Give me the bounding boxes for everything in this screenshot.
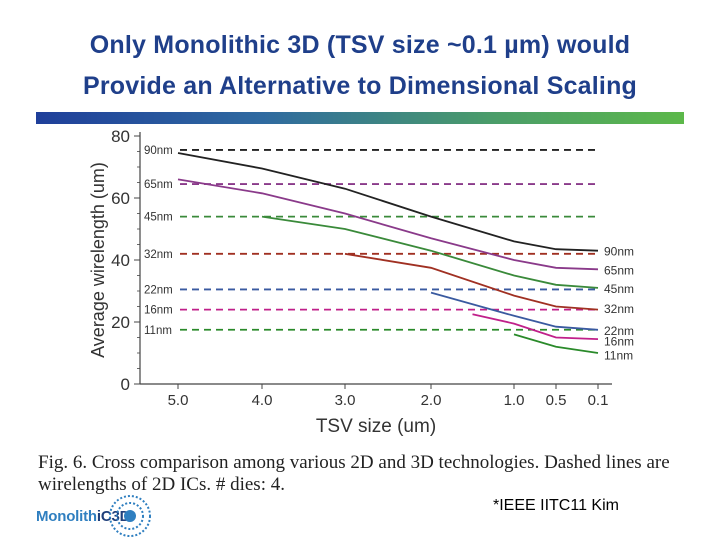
series-line-16nm bbox=[472, 313, 599, 340]
dashed-label-65nm: 65nm bbox=[144, 179, 173, 191]
series-line-32nm bbox=[344, 252, 599, 311]
x-tick-label: 3.0 bbox=[335, 392, 356, 409]
x-tick-label: 5.0 bbox=[168, 392, 189, 409]
x-tick-label: 2.0 bbox=[421, 392, 442, 409]
y-tick-label: 0 bbox=[121, 375, 130, 394]
dashed-label-45nm: 45nm bbox=[144, 212, 173, 224]
series-label-11nm: 11nm bbox=[604, 349, 633, 363]
title-line-2: Provide an Alternative to Dimensional Sc… bbox=[82, 72, 638, 100]
series-label-45nm: 45nm bbox=[604, 282, 634, 296]
x-tick-label: 0.1 bbox=[588, 392, 609, 409]
series-label-32nm: 32nm bbox=[604, 302, 634, 316]
series-line-11nm bbox=[513, 333, 599, 354]
figure-caption: Fig. 6. Cross comparison among various 2… bbox=[38, 452, 670, 495]
y-tick-label: 40 bbox=[111, 251, 130, 270]
dashed-label-32nm: 32nm bbox=[144, 249, 173, 261]
logo-text: MonolithiC3D bbox=[36, 508, 130, 525]
series-line-45nm bbox=[261, 215, 599, 289]
globe-icon bbox=[109, 495, 151, 537]
logo-text-b: iC3D bbox=[96, 508, 131, 525]
series-label-22nm: 22nm bbox=[604, 324, 634, 338]
gradient-divider bbox=[36, 112, 684, 124]
y-tick-label: 20 bbox=[111, 313, 130, 332]
y-tick-label: 80 bbox=[111, 127, 130, 146]
series-label-16nm: 16nm bbox=[604, 335, 634, 349]
x-tick-label: 0.5 bbox=[546, 392, 567, 409]
dashed-label-90nm: 90nm bbox=[144, 145, 173, 157]
title-line-1: Only Monolithic 3D (TSV size ~0.1 µm) wo… bbox=[89, 31, 631, 59]
y-tick-label: 60 bbox=[111, 189, 130, 208]
wirelength-chart: 0 20 40 60 80 5.0 4.0 3.0 2.0 1.0 0.5 0.1 TSV size (… bbox=[88, 127, 634, 437]
x-tick-label: 1.0 bbox=[504, 392, 525, 409]
y-axis-label: Average wirelength (um) bbox=[88, 162, 108, 358]
x-tick-label: 4.0 bbox=[252, 392, 273, 409]
monolithic3d-logo: MonolithiC3D bbox=[36, 494, 156, 540]
series-label-90nm: 90nm bbox=[604, 245, 634, 259]
series-line-90nm bbox=[177, 152, 599, 252]
series-line-65nm bbox=[177, 178, 599, 271]
dashed-label-11nm: 11nm bbox=[144, 325, 172, 337]
x-axis-label: TSV size (um) bbox=[316, 416, 436, 437]
citation: *IEEE IITC11 Kim bbox=[493, 497, 619, 514]
series-line-22nm bbox=[430, 291, 599, 331]
series-label-65nm: 65nm bbox=[604, 263, 634, 277]
dashed-label-16nm: 16nm bbox=[144, 305, 173, 317]
logo-text-a: Monolith bbox=[36, 508, 97, 525]
dashed-label-22nm: 22nm bbox=[144, 284, 173, 296]
